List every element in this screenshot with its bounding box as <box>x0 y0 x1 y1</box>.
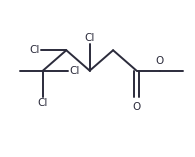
Text: Cl: Cl <box>84 33 95 43</box>
Text: O: O <box>132 102 141 112</box>
Text: O: O <box>156 56 164 66</box>
Text: Cl: Cl <box>30 45 40 55</box>
Text: Cl: Cl <box>69 66 80 76</box>
Text: Cl: Cl <box>38 98 48 108</box>
